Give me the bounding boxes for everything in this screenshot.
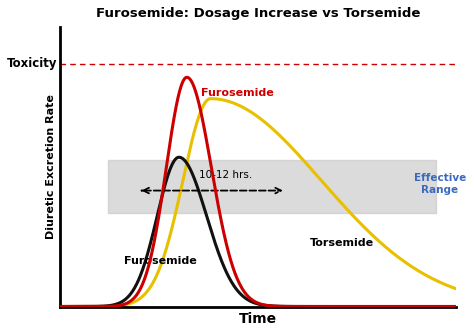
Text: 10-12 hrs.: 10-12 hrs. <box>199 170 252 180</box>
Bar <box>108 160 436 213</box>
Text: Effective
Range: Effective Range <box>414 173 466 195</box>
X-axis label: Time: Time <box>239 312 277 326</box>
Title: Furosemide: Dosage Increase vs Torsemide: Furosemide: Dosage Increase vs Torsemide <box>96 7 420 20</box>
Text: Furosemide: Furosemide <box>201 88 273 98</box>
Text: Furosemide: Furosemide <box>124 256 196 266</box>
Text: Toxicity: Toxicity <box>7 58 57 71</box>
Y-axis label: Diuretic Excretion Rate: Diuretic Excretion Rate <box>46 94 56 239</box>
Text: Torsemide: Torsemide <box>310 237 374 247</box>
